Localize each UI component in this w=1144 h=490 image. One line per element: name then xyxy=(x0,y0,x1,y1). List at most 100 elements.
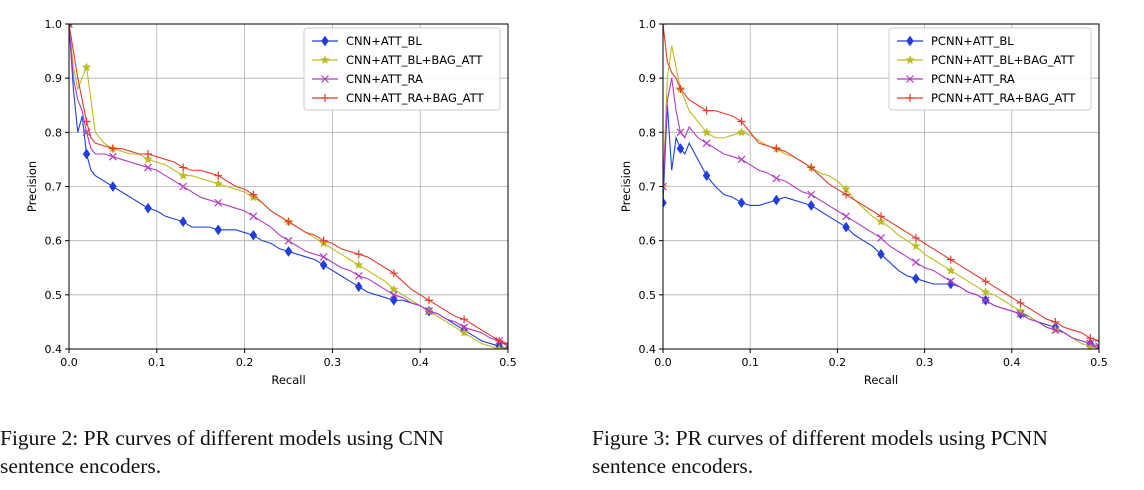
figure-3-panel: 0.0 0.1 0.2 0.3 0.4 0.5 0.4 0.5 0.6 0.7 0.8 0.9 1.0 R… xyxy=(592,0,1144,490)
data-point xyxy=(737,197,746,209)
legend-swatch-marker xyxy=(905,55,915,64)
legend-swatch-marker xyxy=(906,35,914,47)
data-point xyxy=(946,277,955,286)
data-point xyxy=(319,259,328,271)
data-point xyxy=(81,62,92,72)
data-point xyxy=(702,139,711,148)
y-tick-label: 0.6 xyxy=(639,235,657,248)
data-point xyxy=(460,315,469,324)
legend-entry-label: PCNN+ATT_RA xyxy=(931,72,1015,86)
data-point xyxy=(1095,336,1099,345)
y-tick-label: 1.0 xyxy=(639,18,657,31)
data-point xyxy=(214,224,223,236)
data-point xyxy=(143,154,153,164)
x-tick-label: 0.0 xyxy=(60,356,78,369)
data-point xyxy=(354,281,363,293)
data-point xyxy=(108,144,117,153)
data-point xyxy=(425,307,433,316)
series-2 xyxy=(69,24,508,349)
y-tick-label: 0.8 xyxy=(45,126,63,139)
y-tick-label: 0.4 xyxy=(639,343,657,356)
data-point xyxy=(354,250,363,259)
data-point xyxy=(249,229,258,241)
figure-2-panel: 0.0 0.1 0.2 0.3 0.4 0.5 0.4 0.5 0.6 0.7 0.8 0.9 1.0 R… xyxy=(0,0,560,490)
data-point xyxy=(807,163,816,172)
data-point xyxy=(390,294,398,306)
data-point xyxy=(179,216,187,228)
data-point xyxy=(144,202,152,214)
series-line xyxy=(663,24,1099,342)
y-tick-label: 0.4 xyxy=(45,343,63,356)
data-point xyxy=(702,170,711,182)
data-point xyxy=(980,287,991,297)
data-point xyxy=(912,273,920,285)
data-point xyxy=(676,85,685,93)
x-tick-label: 0.5 xyxy=(1090,356,1108,369)
y-tick-label: 0.6 xyxy=(45,235,63,248)
figure-2-caption: Figure 2: PR curves of different models … xyxy=(0,426,444,478)
data-point xyxy=(981,296,990,305)
series-3 xyxy=(663,24,1099,345)
x-tick-label: 0.1 xyxy=(741,356,759,369)
legend-entry-label: PCNN+ATT_BL+BAG_ATT xyxy=(931,53,1075,67)
y-tick-label: 1.0 xyxy=(45,18,63,31)
legend-box xyxy=(888,27,1092,111)
data-point xyxy=(460,323,469,332)
data-point xyxy=(702,106,711,115)
y-tick-label: 0.9 xyxy=(45,72,63,85)
data-point xyxy=(144,150,153,158)
legend-swatch-marker xyxy=(321,35,329,47)
legend-swatch-marker xyxy=(321,75,329,83)
data-point xyxy=(178,170,188,180)
data-point xyxy=(284,217,293,226)
x-tick-label: 0.2 xyxy=(236,356,254,369)
data-point xyxy=(109,181,117,192)
data-point xyxy=(1016,298,1025,307)
data-point xyxy=(108,152,117,161)
data-point xyxy=(663,197,667,209)
data-point xyxy=(911,241,921,251)
data-point xyxy=(214,171,223,180)
x-axis-label: Recall xyxy=(864,373,898,387)
data-point xyxy=(946,255,955,264)
legend-entry-label: CNN+ATT_BL xyxy=(346,34,422,48)
data-point xyxy=(737,117,746,126)
legend-entry-label: CNN+ATT_RA xyxy=(346,72,423,86)
data-point xyxy=(459,327,469,337)
data-point xyxy=(284,246,293,257)
data-point xyxy=(663,182,667,191)
x-tick-label: 0.4 xyxy=(411,356,429,369)
data-point xyxy=(876,216,886,226)
y-tick-label: 0.7 xyxy=(639,181,657,194)
data-point xyxy=(772,194,781,206)
data-point xyxy=(494,344,504,349)
y-tick-label: 0.7 xyxy=(45,181,63,194)
x-axis-label: Recall xyxy=(271,373,305,387)
data-point xyxy=(911,258,920,267)
data-point xyxy=(389,269,398,278)
legend: PCNN+ATT_BL PCNN+ATT_BL+BAG_ATT PCNN+ATT_R… xyxy=(888,27,1092,111)
data-point xyxy=(144,163,152,172)
data-point xyxy=(354,271,363,280)
x-tick-label: 0.3 xyxy=(324,356,342,369)
data-point xyxy=(389,290,398,299)
data-point xyxy=(981,277,990,286)
data-point xyxy=(877,234,885,242)
data-point xyxy=(877,212,885,221)
data-point xyxy=(676,128,685,137)
y-tick-label: 0.9 xyxy=(639,72,657,85)
data-point xyxy=(1051,317,1060,326)
data-point xyxy=(284,236,293,245)
legend-entry-label: CNN+ATT_RA+BAG_ATT xyxy=(346,91,484,105)
data-point xyxy=(1016,309,1025,318)
data-point xyxy=(842,221,850,233)
x-tick-label: 0.3 xyxy=(916,356,934,369)
legend-entry-label: PCNN+ATT_RA+BAG_ATT xyxy=(931,91,1076,105)
data-point xyxy=(772,174,781,183)
y-tick-label: 0.8 xyxy=(639,126,657,139)
legend-swatch-marker xyxy=(906,75,914,83)
data-point xyxy=(736,127,747,137)
data-point xyxy=(807,190,816,199)
y-axis-label: Precision xyxy=(619,161,633,212)
series-line xyxy=(69,24,508,347)
